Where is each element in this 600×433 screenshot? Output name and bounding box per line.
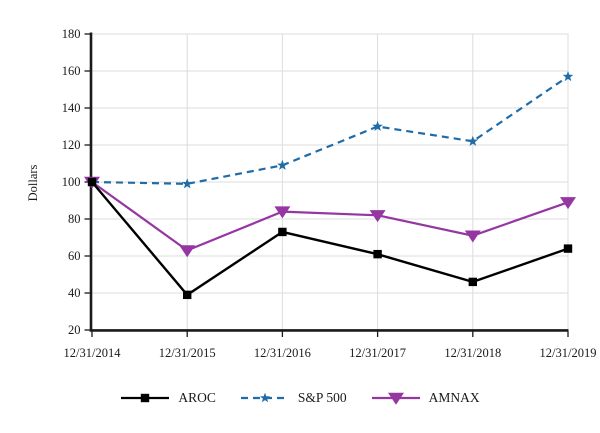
x-tick-label: 12/31/2017 bbox=[349, 346, 406, 360]
y-tick-label: 60 bbox=[68, 249, 81, 263]
series-line-amnax bbox=[91, 181, 569, 252]
series-aroc bbox=[87, 177, 573, 300]
legend-label-amnax: AMNAX bbox=[428, 390, 480, 405]
horizontal-gridlines bbox=[91, 33, 569, 294]
series-markers-s-p-500 bbox=[86, 70, 574, 189]
legend-item-aroc: AROC bbox=[120, 389, 216, 407]
y-tick-label: 80 bbox=[68, 212, 81, 226]
series-markers-aroc bbox=[87, 177, 573, 300]
y-axis-ticks: 20 40 60 80 100 120 140 160 180 bbox=[62, 27, 91, 337]
x-tick-label: 12/31/2016 bbox=[254, 346, 311, 360]
chart-legend: AROC S&P 500 AMNAX bbox=[0, 385, 600, 411]
y-tick-label: 160 bbox=[62, 64, 81, 78]
y-axis-title: Dollars bbox=[26, 164, 40, 201]
series-s-p-500 bbox=[86, 70, 574, 189]
y-tick-label: 100 bbox=[62, 175, 81, 189]
x-tick-label: 12/31/2014 bbox=[64, 346, 122, 360]
series-line-s-p-500 bbox=[91, 75, 569, 185]
legend-label-s-p-500: S&P 500 bbox=[297, 390, 347, 405]
legend-item-amnax: AMNAX bbox=[371, 389, 480, 407]
x-tick-label: 12/31/2015 bbox=[159, 346, 216, 360]
series-line-aroc bbox=[91, 181, 569, 297]
x-axis-ticks: 12/31/2014 12/31/2015 12/31/2016 12/31/2017… bbox=[64, 331, 597, 360]
legend-swatch-s-p-500 bbox=[240, 392, 289, 403]
y-tick-label: 180 bbox=[62, 27, 81, 41]
series-amnax bbox=[84, 176, 576, 258]
legend-label-aroc: AROC bbox=[178, 390, 216, 405]
y-tick-label: 20 bbox=[68, 323, 81, 337]
legend-item-s-p-500: S&P 500 bbox=[240, 389, 347, 407]
legend-swatch-amnax bbox=[371, 392, 420, 405]
y-tick-label: 120 bbox=[62, 138, 81, 152]
y-tick-label: 40 bbox=[68, 286, 81, 300]
series-markers-amnax bbox=[84, 176, 576, 258]
y-tick-label: 140 bbox=[62, 101, 81, 115]
x-tick-label: 12/31/2018 bbox=[444, 346, 501, 360]
legend-swatch-aroc bbox=[121, 393, 170, 403]
x-tick-label: 12/31/2019 bbox=[540, 346, 597, 360]
